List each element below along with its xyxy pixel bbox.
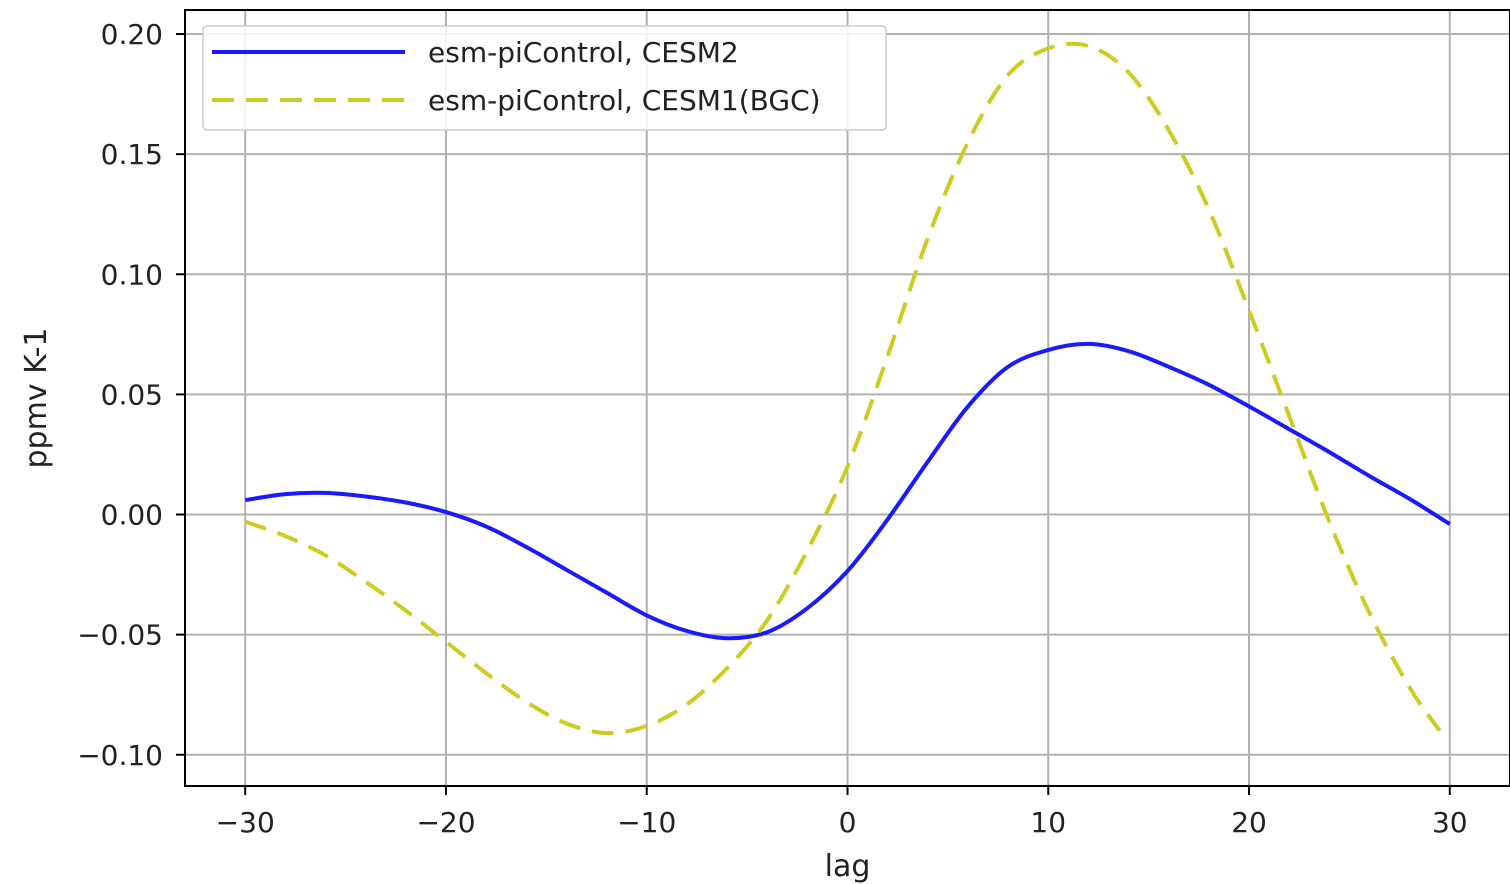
x-axis-label: lag: [825, 849, 871, 884]
legend-label-cesm2: esm-piControl, CESM2: [428, 36, 739, 69]
x-tick-label: −30: [216, 806, 275, 839]
y-tick-label: 0.15: [101, 138, 163, 171]
y-tick-label: 0.20: [101, 18, 163, 51]
y-tick-label: −0.10: [77, 739, 163, 772]
x-tick-label: 0: [839, 806, 857, 839]
x-tick-label: −20: [416, 806, 475, 839]
x-tick-label: 30: [1432, 806, 1468, 839]
y-tick-label: 0.00: [101, 499, 163, 532]
y-tick-label: −0.05: [77, 619, 163, 652]
y-axis-label: ppmv K-1: [19, 327, 54, 468]
x-tick-label: 10: [1030, 806, 1066, 839]
legend: esm-piControl, CESM2 esm-piControl, CESM…: [203, 26, 886, 130]
y-tick-label: 0.10: [101, 258, 163, 291]
legend-label-cesm1-bgc: esm-piControl, CESM1(BGC): [428, 84, 821, 117]
y-tick-label: 0.05: [101, 378, 163, 411]
x-tick-label: 20: [1231, 806, 1267, 839]
x-tick-label: −10: [617, 806, 676, 839]
